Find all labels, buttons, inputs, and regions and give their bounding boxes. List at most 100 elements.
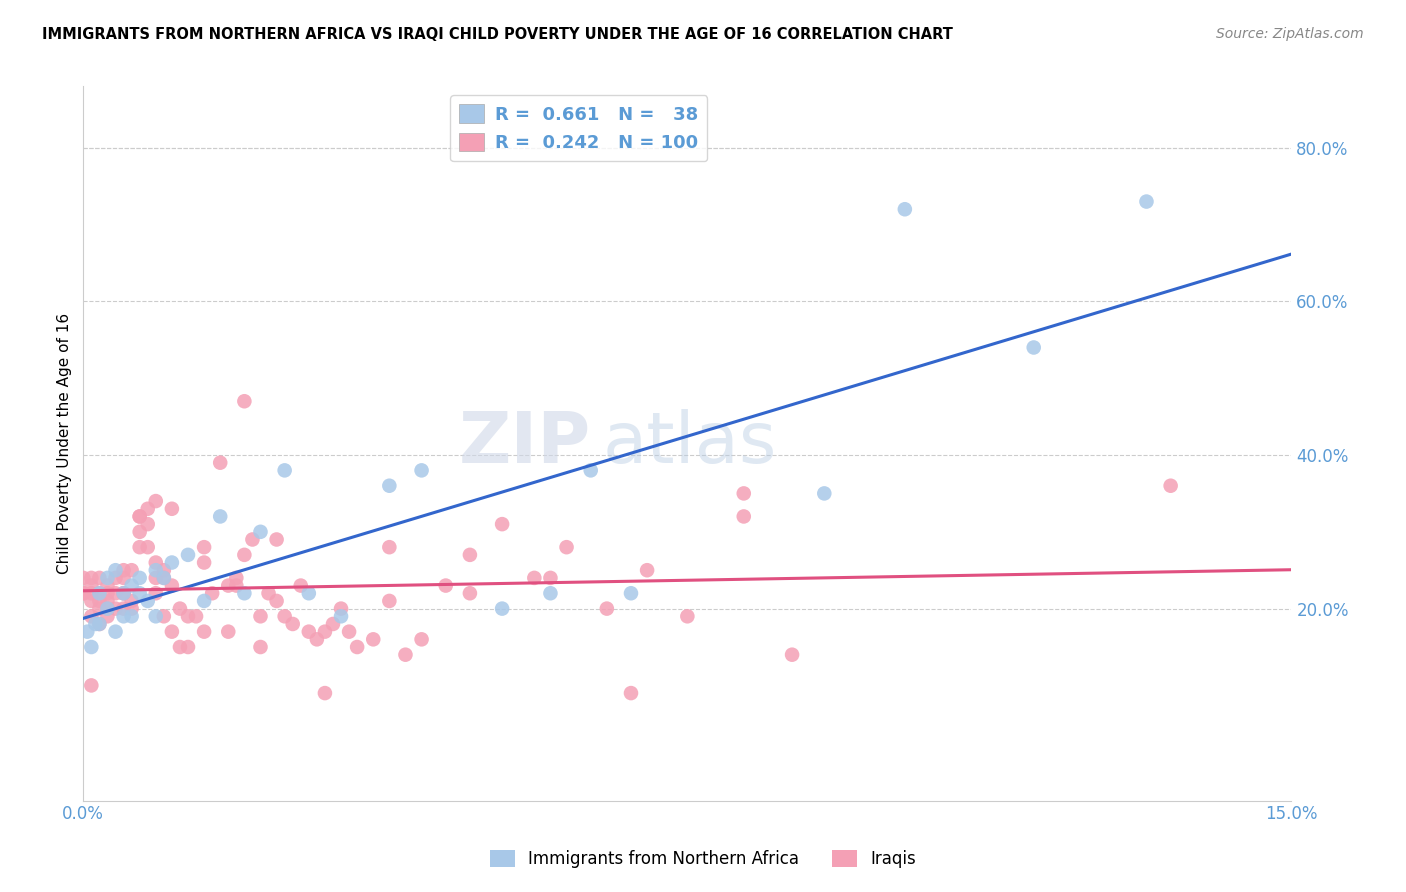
Point — [242, 533, 264, 547]
Point — [177, 609, 200, 624]
Text: IMMIGRANTS FROM NORTHERN AFRICA VS IRAQI CHILD POVERTY UNDER THE AGE OF 16 CORRE: IMMIGRANTS FROM NORTHERN AFRICA VS IRAQI… — [42, 27, 953, 42]
Point — [96, 571, 118, 585]
Point — [89, 586, 111, 600]
Point — [193, 540, 215, 554]
Point — [104, 601, 127, 615]
Point — [80, 571, 103, 585]
Point — [458, 586, 481, 600]
Point — [209, 456, 232, 470]
Point — [76, 624, 98, 639]
Point — [201, 586, 224, 600]
Point — [184, 609, 207, 624]
Point — [80, 586, 103, 600]
Point — [298, 586, 321, 600]
Point — [209, 509, 232, 524]
Point — [72, 586, 94, 600]
Point — [136, 501, 159, 516]
Point — [411, 463, 433, 477]
Point — [676, 609, 699, 624]
Point — [249, 524, 271, 539]
Point — [378, 594, 401, 608]
Point — [378, 479, 401, 493]
Legend: Immigrants from Northern Africa, Iraqis: Immigrants from Northern Africa, Iraqis — [482, 843, 924, 875]
Point — [540, 586, 562, 600]
Point — [540, 571, 562, 585]
Point — [434, 578, 457, 592]
Point — [491, 517, 513, 532]
Point — [89, 617, 111, 632]
Point — [80, 640, 103, 654]
Point — [80, 609, 103, 624]
Point — [894, 202, 917, 217]
Point — [169, 601, 191, 615]
Point — [128, 509, 150, 524]
Legend: R =  0.661   N =   38, R =  0.242   N = 100: R = 0.661 N = 38, R = 0.242 N = 100 — [450, 95, 707, 161]
Point — [104, 586, 127, 600]
Point — [121, 594, 143, 608]
Point — [298, 624, 321, 639]
Point — [80, 594, 103, 608]
Text: ZIP: ZIP — [458, 409, 591, 478]
Point — [314, 624, 336, 639]
Point — [153, 563, 176, 577]
Point — [89, 571, 111, 585]
Point — [160, 501, 183, 516]
Point — [153, 571, 176, 585]
Point — [1022, 341, 1045, 355]
Point — [290, 578, 312, 592]
Point — [96, 601, 118, 615]
Point — [1160, 479, 1182, 493]
Point — [378, 540, 401, 554]
Point — [96, 586, 118, 600]
Point — [491, 601, 513, 615]
Point — [145, 556, 167, 570]
Point — [121, 601, 143, 615]
Point — [273, 463, 295, 477]
Point — [579, 463, 602, 477]
Point — [112, 571, 135, 585]
Point — [249, 640, 271, 654]
Point — [72, 586, 94, 600]
Point — [89, 594, 111, 608]
Point — [330, 609, 353, 624]
Point — [128, 586, 150, 600]
Text: atlas: atlas — [603, 409, 778, 478]
Point — [337, 624, 360, 639]
Point — [305, 632, 328, 647]
Point — [112, 586, 135, 600]
Point — [112, 586, 135, 600]
Point — [145, 494, 167, 508]
Point — [266, 594, 288, 608]
Point — [153, 609, 176, 624]
Point — [104, 571, 127, 585]
Point — [160, 578, 183, 592]
Point — [104, 624, 127, 639]
Point — [160, 624, 183, 639]
Point — [257, 586, 280, 600]
Point — [160, 556, 183, 570]
Point — [112, 563, 135, 577]
Point — [84, 617, 107, 632]
Point — [193, 556, 215, 570]
Point — [89, 601, 111, 615]
Point — [596, 601, 619, 615]
Point — [780, 648, 803, 662]
Point — [169, 640, 191, 654]
Point — [555, 540, 578, 554]
Point — [217, 624, 239, 639]
Point — [217, 578, 239, 592]
Point — [193, 624, 215, 639]
Point — [177, 548, 200, 562]
Point — [233, 548, 256, 562]
Point — [128, 524, 150, 539]
Point — [96, 609, 118, 624]
Point — [89, 617, 111, 632]
Point — [225, 571, 247, 585]
Point — [266, 533, 288, 547]
Point — [1135, 194, 1157, 209]
Point — [145, 571, 167, 585]
Point — [620, 686, 643, 700]
Point — [177, 640, 200, 654]
Point — [89, 586, 111, 600]
Point — [813, 486, 835, 500]
